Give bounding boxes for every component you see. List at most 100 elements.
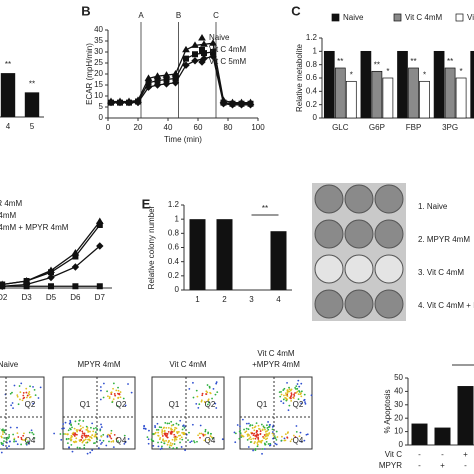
flow-dot — [67, 437, 70, 440]
y-tick-label: 1 — [175, 214, 180, 223]
flow-dot — [300, 395, 303, 398]
flow-dot — [16, 443, 19, 446]
flow-dot — [209, 435, 212, 437]
flow-dot — [112, 446, 115, 449]
flow-dot — [117, 386, 119, 389]
flow-dot — [271, 428, 274, 431]
flow-dot — [267, 421, 269, 423]
x-axis-label: Time (min) — [164, 135, 202, 144]
flow-dot — [75, 437, 78, 440]
flow-dot — [257, 424, 260, 427]
marker — [209, 52, 217, 61]
legend-swatch — [331, 13, 340, 22]
flow-dot — [165, 439, 167, 442]
quadrant-label: Q2 — [293, 400, 304, 409]
flow-dot — [7, 437, 10, 440]
marker — [23, 283, 30, 290]
flow-dot — [271, 431, 274, 433]
flow-dot — [74, 420, 77, 423]
flow-dot — [110, 440, 113, 443]
legend-label: Vit C 5mM — [209, 57, 247, 66]
flow-dot — [242, 435, 244, 438]
legend-label: Naive — [343, 13, 364, 22]
significance-label: ** — [262, 204, 268, 213]
flow-dot — [296, 383, 299, 385]
flow-dot — [173, 433, 176, 436]
x-tick-label: D6 — [70, 293, 81, 302]
flow-dot — [67, 429, 70, 432]
flow-dot — [99, 429, 102, 432]
flow-dot — [119, 391, 122, 393]
flow-dot — [84, 438, 87, 441]
flow-dot — [248, 434, 251, 436]
injection-label: A — [138, 11, 144, 20]
flow-dot — [122, 397, 125, 400]
x-tick-label: FBP — [406, 123, 422, 132]
flow-dot — [201, 392, 204, 395]
flow-dot — [68, 422, 71, 425]
bar — [455, 77, 467, 119]
flow-dot — [192, 381, 194, 384]
marker — [134, 98, 142, 107]
bar — [433, 50, 445, 119]
significance-label: ** — [337, 57, 343, 66]
flow-dot — [127, 438, 130, 440]
flow-dot — [8, 435, 11, 438]
flow-dot — [169, 442, 172, 444]
flow-dot — [304, 402, 307, 405]
flow-dot — [170, 424, 173, 427]
flow-dot — [271, 432, 274, 435]
flow-dot — [130, 391, 133, 394]
flow-dot — [112, 398, 115, 401]
marker — [171, 79, 180, 87]
y-tick-label: 25 — [94, 58, 103, 67]
flow-dot — [108, 440, 110, 443]
y-tick-label: 10 — [394, 427, 403, 436]
flow-dot — [297, 379, 300, 382]
flow-dot — [22, 397, 25, 400]
flow-dot — [73, 435, 76, 437]
flow-dot — [169, 444, 172, 447]
flow-dot — [100, 389, 102, 392]
flow-dot — [170, 427, 172, 430]
flow-dot — [160, 447, 163, 450]
marker — [71, 263, 80, 271]
flow-dot — [19, 391, 22, 394]
flow-dot — [261, 452, 263, 455]
flow-dot — [195, 389, 198, 392]
flow-dot — [99, 439, 101, 442]
panel-label: E — [142, 196, 151, 211]
flow-dot — [265, 438, 267, 441]
flow-dot — [243, 428, 245, 431]
flow-dot — [22, 439, 24, 441]
flow-dot — [13, 437, 16, 440]
flow-dot — [74, 433, 77, 436]
x-tick-label: 4 — [276, 295, 281, 304]
flow-dot — [157, 445, 160, 448]
y-axis-label: Relative colony number — [147, 205, 156, 289]
flow-dot — [278, 391, 281, 394]
flow-dot — [199, 424, 202, 427]
bar — [0, 73, 16, 117]
flow-dot — [285, 392, 287, 395]
flow-dot — [97, 447, 100, 449]
flow-dot — [92, 427, 95, 430]
flow-dot — [207, 398, 210, 401]
flow-dot — [11, 402, 14, 404]
flow-dot — [264, 443, 266, 446]
flow-dot — [250, 432, 253, 435]
marker — [145, 79, 152, 86]
y-tick-label: 35 — [94, 36, 103, 45]
bar — [411, 423, 428, 445]
bar — [216, 219, 233, 290]
flow-dot — [267, 443, 270, 445]
x-tick-label: 3PG — [442, 123, 458, 132]
flow-dot — [179, 434, 182, 437]
flow-dot — [89, 451, 92, 454]
flow-dot — [80, 427, 83, 430]
bar — [345, 80, 357, 119]
legend-marker — [198, 34, 206, 41]
flow-dot — [85, 441, 88, 444]
flow-dot — [70, 436, 72, 439]
